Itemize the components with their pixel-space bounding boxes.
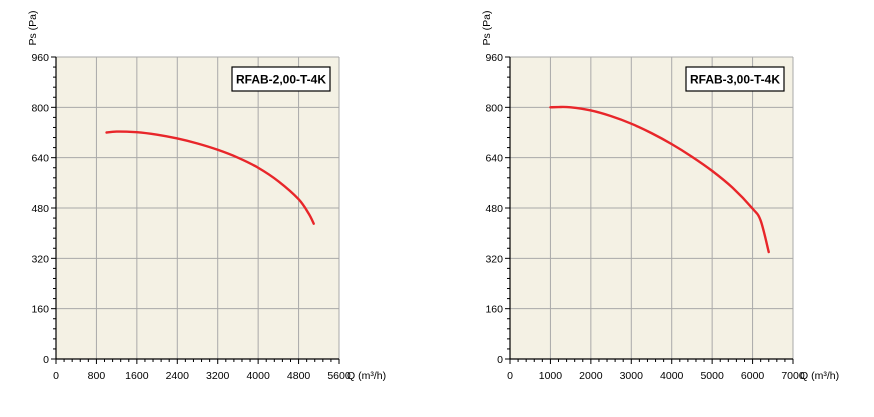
chart-1: 0 800 1600 2400 3200 4000 4800 5600 0 160 320 480 64… xyxy=(27,10,386,382)
performance-curve xyxy=(549,105,770,254)
chart-title: RFAB-2,00-T-4K xyxy=(236,73,326,87)
y-tick-label: 320 xyxy=(31,253,49,265)
chart-title: RFAB-3,00-T-4K xyxy=(690,73,780,87)
x-tick-label: 2000 xyxy=(579,370,603,382)
y-tick-label: 320 xyxy=(485,253,503,265)
x-axis-label: Q (m³/h) xyxy=(347,370,386,382)
y-axis-label: Ps (Pa) xyxy=(27,10,39,45)
x-axis-label: Q (m³/h) xyxy=(800,370,839,382)
chart-title-box xyxy=(231,66,331,92)
y-tick-label: 960 xyxy=(31,52,49,64)
x-tick-label: 1600 xyxy=(125,370,149,382)
x-tick-label: 3000 xyxy=(620,370,644,382)
y-tick-label: 480 xyxy=(485,203,503,215)
y-tick-label: 160 xyxy=(485,304,503,316)
x-tick-label: 1000 xyxy=(539,370,563,382)
performance-curve xyxy=(105,130,315,225)
chart-2: 0 1000 2000 3000 4000 5000 6000 7000 0 160 320 480 6… xyxy=(481,10,839,382)
y-axis-label: Ps (Pa) xyxy=(481,10,493,45)
y-tick-label: 800 xyxy=(31,102,49,114)
x-tick-label: 4800 xyxy=(287,370,311,382)
y-tick-label: 960 xyxy=(485,52,503,64)
y-tick-label: 640 xyxy=(31,153,49,165)
x-tick-label: 7000 xyxy=(781,370,805,382)
y-tick-label: 0 xyxy=(497,354,503,366)
x-tick-label: 800 xyxy=(88,370,106,382)
x-tick-label: 4000 xyxy=(660,370,684,382)
x-tick-label: 5600 xyxy=(327,370,351,382)
x-tick-label: 6000 xyxy=(741,370,765,382)
x-tick-label: 0 xyxy=(507,370,513,382)
y-tick-label: 0 xyxy=(43,354,49,366)
x-tick-label: 3200 xyxy=(206,370,230,382)
chart-title-box xyxy=(685,66,785,92)
x-tick-label: 5000 xyxy=(700,370,724,382)
y-tick-label: 800 xyxy=(485,102,503,114)
x-tick-label: 2400 xyxy=(166,370,190,382)
y-tick-label: 640 xyxy=(485,153,503,165)
y-tick-label: 480 xyxy=(31,203,49,215)
x-tick-label: 0 xyxy=(53,370,59,382)
x-tick-label: 4000 xyxy=(246,370,270,382)
y-tick-label: 160 xyxy=(31,304,49,316)
